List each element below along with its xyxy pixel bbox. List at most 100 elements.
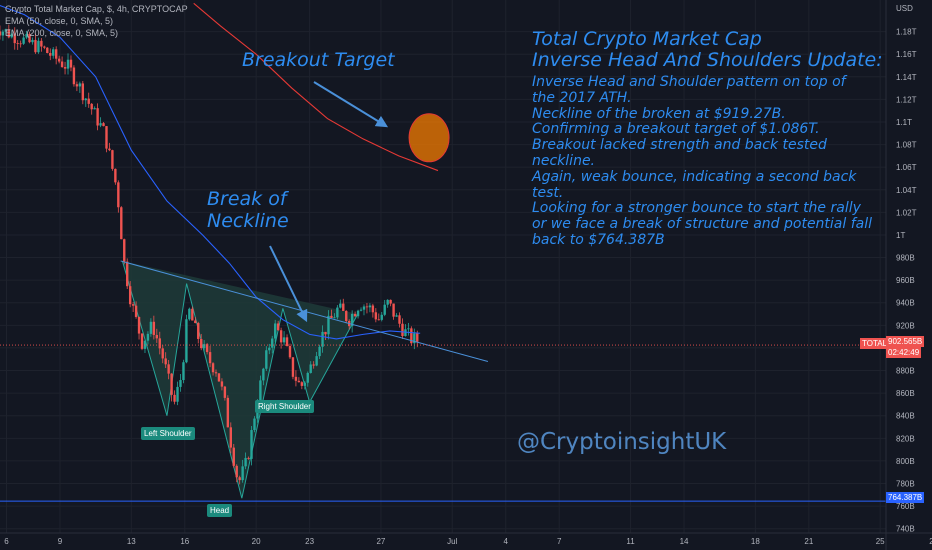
candle-body	[176, 386, 179, 402]
candle-body	[383, 304, 386, 315]
y-tick-label: 880B	[896, 367, 915, 376]
candle-body	[250, 430, 253, 459]
y-tick-label: 1.14T	[896, 73, 917, 82]
ema50-line	[0, 4, 421, 340]
analysis-body: Inverse Head and Shoulder pattern on top…	[532, 74, 873, 248]
candle-body	[22, 37, 25, 44]
candle-body	[96, 108, 99, 126]
candle-body	[75, 84, 79, 87]
x-tick-label: 23	[305, 537, 314, 546]
candle-body	[291, 357, 295, 377]
candle-body	[353, 313, 357, 317]
candle-body	[84, 98, 87, 101]
candle-body	[13, 33, 16, 44]
y-tick-label: 840B	[896, 412, 915, 421]
y-tick-label: 740B	[896, 525, 915, 534]
candle-body	[330, 315, 333, 318]
candle-body	[93, 108, 96, 110]
candle-body	[401, 323, 404, 337]
x-tick-label: 16	[180, 537, 189, 546]
y-tick-label: 760B	[896, 502, 915, 511]
candle-body	[271, 338, 274, 348]
breakout-target-arrow	[313, 81, 389, 128]
candle-body	[197, 323, 200, 339]
candle-body	[321, 331, 324, 347]
y-tick-label: 1.08T	[896, 141, 917, 150]
candle-body	[114, 168, 117, 183]
candle-body	[315, 356, 318, 366]
candle-body	[327, 315, 330, 335]
candle-body	[356, 310, 360, 317]
candle-body	[126, 261, 129, 287]
candle-body	[350, 313, 354, 327]
total-tag: TOTAL	[860, 338, 890, 349]
candle-body	[407, 328, 410, 330]
ema200-legend: EMA (200, close, 0, SMA, 5)	[5, 28, 119, 38]
candle-body	[123, 239, 126, 262]
candle-body	[120, 207, 123, 240]
candle-body	[40, 40, 43, 47]
ema200-line	[193, 2, 439, 172]
candle-body	[235, 465, 238, 478]
candle-body	[333, 317, 336, 319]
candle-body	[229, 427, 233, 448]
y-tick-label: 1.18T	[896, 28, 917, 37]
y-tick-label: 980B	[896, 254, 915, 263]
candle-body	[63, 67, 67, 69]
candle-body	[259, 380, 262, 406]
x-tick-label: 25	[876, 537, 885, 546]
candles	[0, 24, 419, 485]
candle-body	[7, 29, 11, 38]
candle-body	[392, 303, 395, 317]
candle-body	[66, 59, 70, 69]
right-shoulder-label: Right Shoulder	[255, 400, 314, 413]
x-tick-label: 4	[504, 537, 509, 546]
y-tick-label: 800B	[896, 457, 915, 466]
x-tick-label: 20	[252, 537, 261, 546]
candle-body	[87, 98, 90, 104]
candle-body	[137, 316, 141, 334]
candle-body	[244, 457, 247, 467]
candle-body	[342, 303, 345, 311]
candle-body	[146, 333, 150, 341]
left-shoulder-label: Left Shoulder	[141, 427, 195, 440]
candle-body	[54, 49, 58, 59]
candle-body	[161, 348, 164, 359]
candle-body	[108, 148, 111, 151]
candle-body	[223, 386, 227, 398]
candle-body	[359, 309, 363, 311]
candle-body	[194, 320, 197, 324]
candle-body	[202, 344, 206, 349]
candle-body	[238, 477, 241, 481]
candle-body	[208, 352, 212, 364]
candle-body	[34, 39, 37, 53]
candle-body	[191, 308, 194, 321]
x-tick-label: 28	[929, 537, 932, 546]
y-tick-label: 1.04T	[896, 186, 917, 195]
candle-body	[131, 304, 135, 306]
candle-body	[179, 380, 182, 387]
candle-body	[318, 346, 321, 357]
candle-body	[214, 372, 218, 374]
candle-body	[25, 33, 28, 38]
candle-body	[413, 333, 416, 344]
candle-body	[398, 315, 401, 324]
y-tick-label: 860B	[896, 389, 915, 398]
candle-body	[371, 305, 375, 313]
candle-body	[368, 305, 372, 308]
x-tick-label: 9	[58, 537, 63, 546]
candle-body	[28, 33, 31, 43]
legend: Crypto Total Market Cap, $, 4h, CRYPTOCA…	[5, 3, 188, 39]
candle-body	[81, 83, 85, 101]
candle-body	[185, 319, 188, 363]
candle-body	[72, 67, 76, 85]
candle-body	[362, 306, 366, 310]
y-tick-label: 780B	[896, 480, 915, 489]
head-label: Head	[207, 504, 233, 517]
candle-body	[52, 49, 55, 56]
x-tick-label: 18	[751, 537, 760, 546]
analysis-title-line1: Total Crypto Market Cap	[532, 28, 762, 50]
